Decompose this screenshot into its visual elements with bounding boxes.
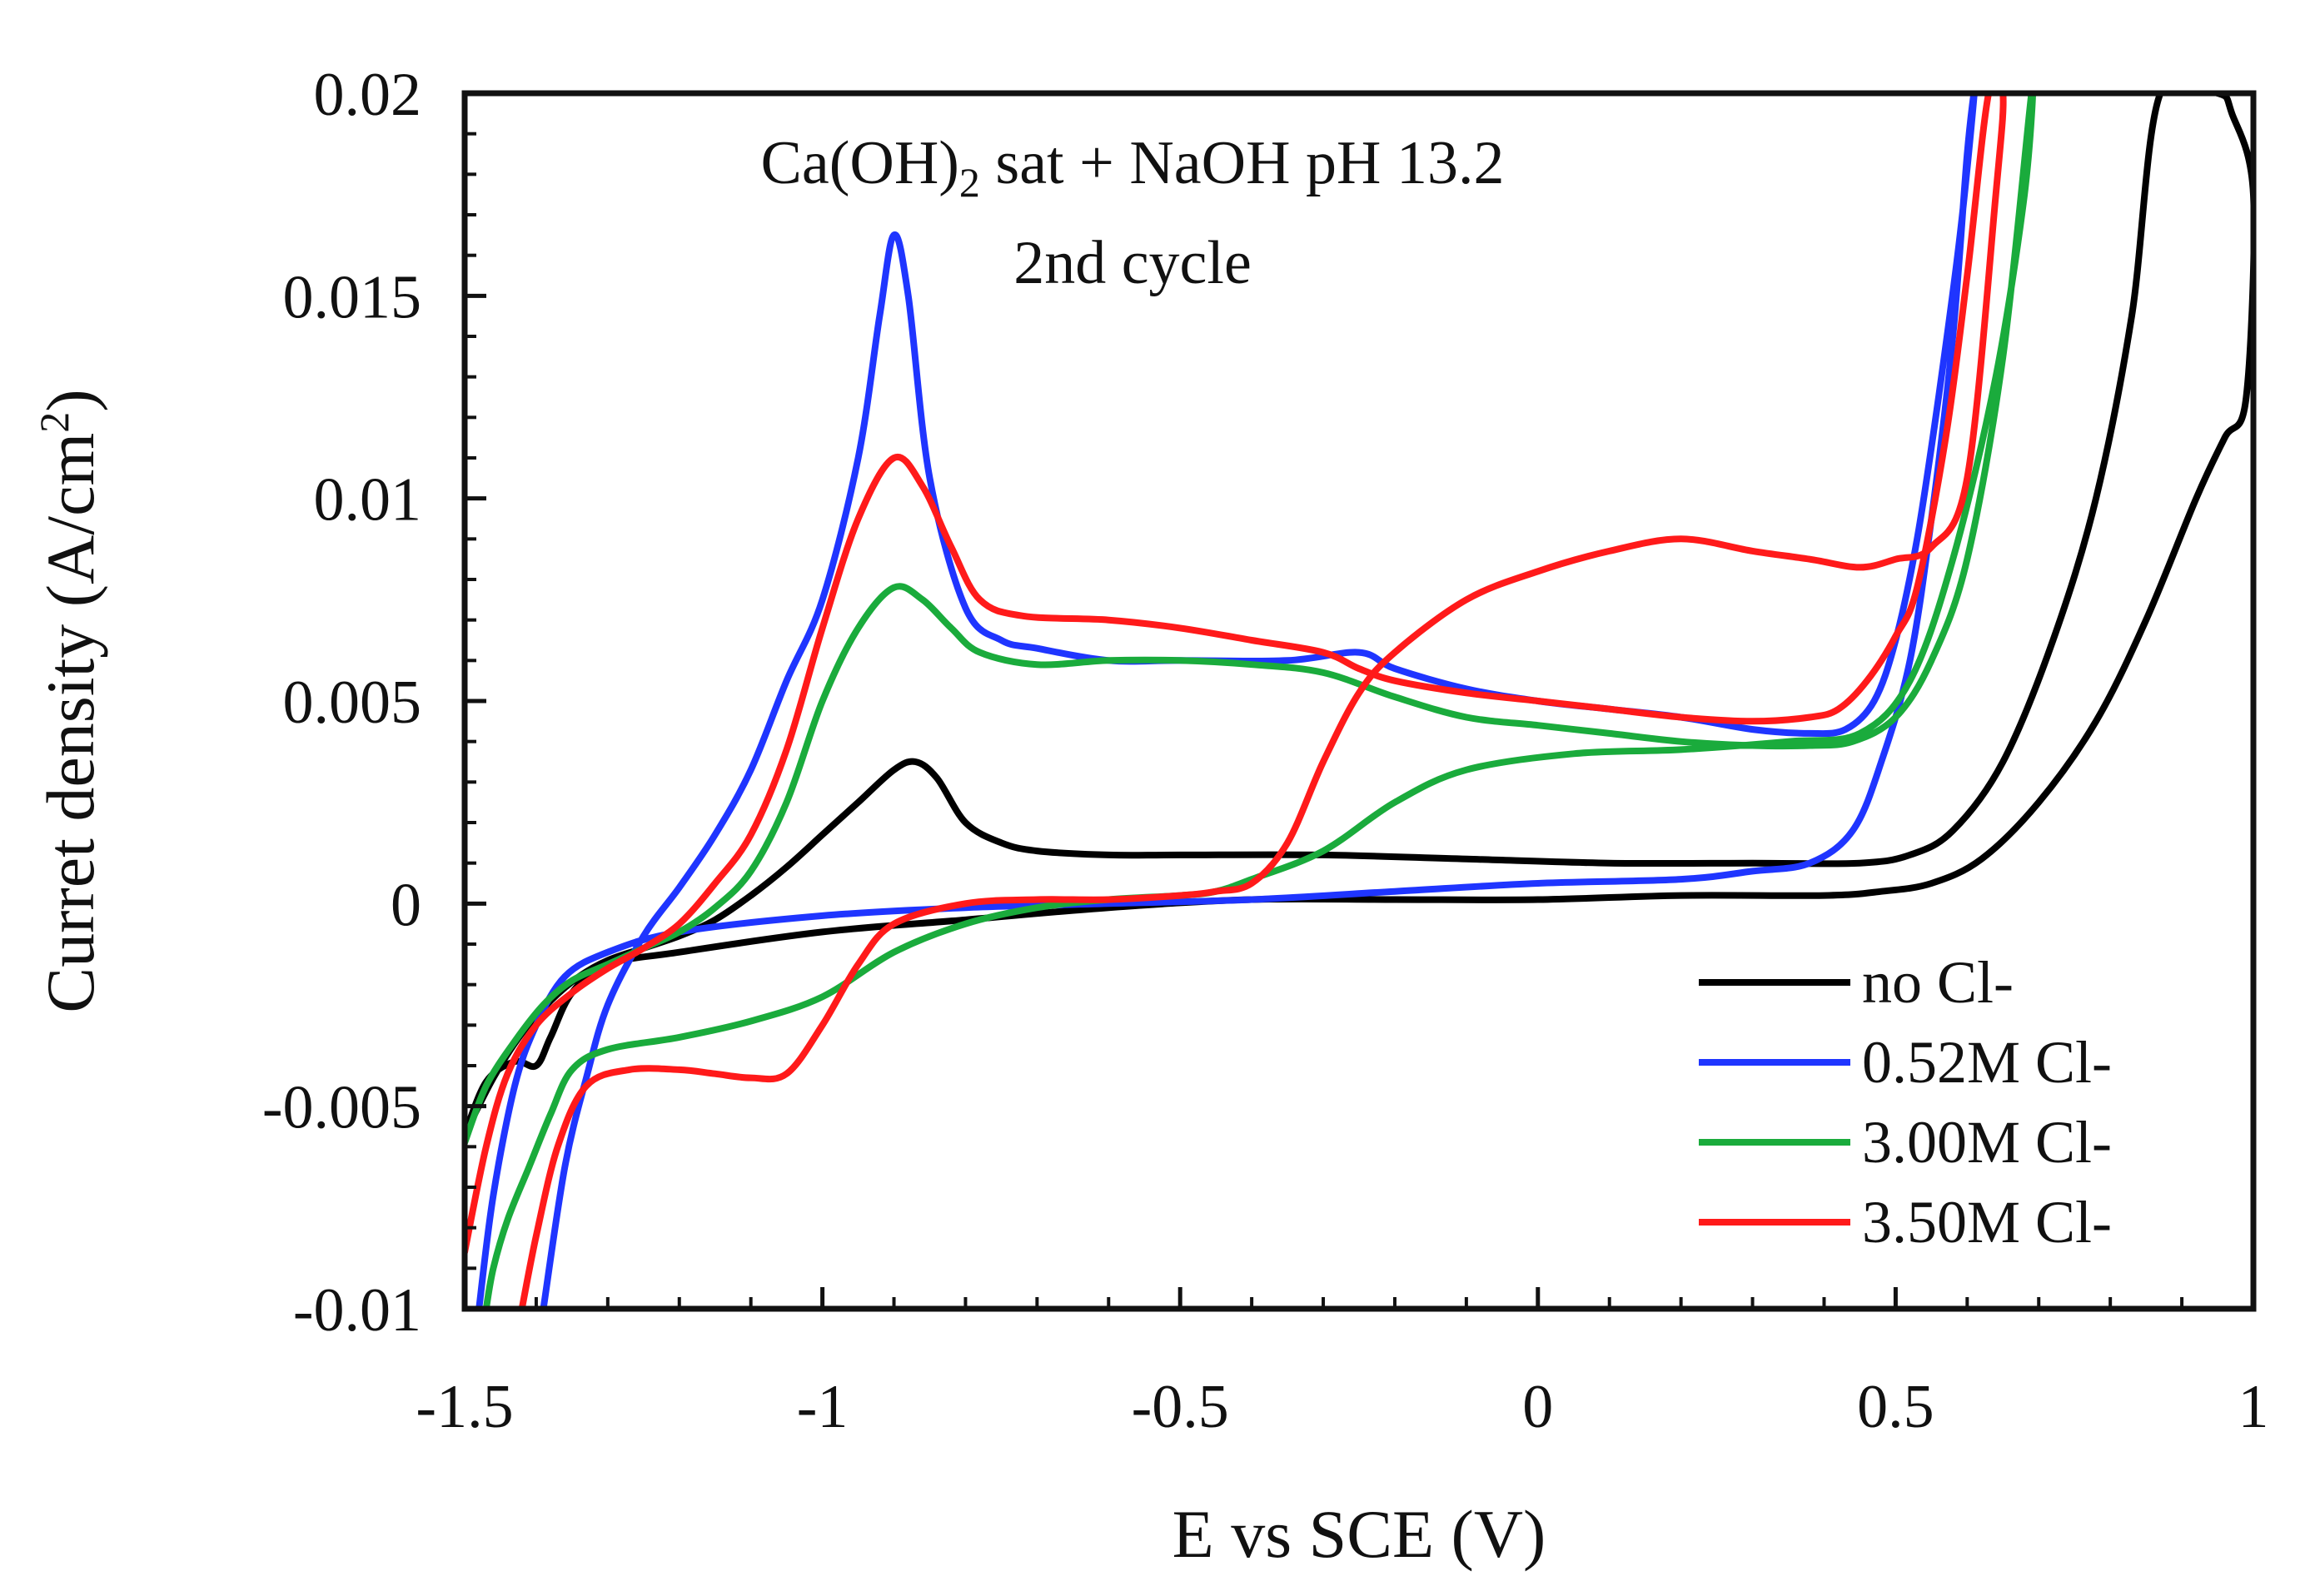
x-tick-label: -1 [797, 1373, 849, 1441]
series-line-1 [475, 93, 1978, 1309]
series-line-3 [465, 93, 2007, 1309]
x-tick-label: -1.5 [416, 1373, 513, 1441]
y-axis-ticks: -0.01 -0.005 0 0.005 0.01 0.015 0.02 [262, 61, 486, 1345]
y-tick-label: -0.005 [262, 1074, 421, 1142]
legend-label: 0.52M Cl- [1862, 1029, 2112, 1096]
y-tick-label: 0.01 [314, 466, 422, 534]
x-axis-ticks: -1.5 -1 -0.5 0 0.5 1 [416, 1287, 2269, 1441]
x-tick-label: 1 [2238, 1373, 2269, 1441]
series-layer [465, 93, 2253, 1309]
y-tick-label: -0.01 [293, 1276, 421, 1345]
legend-label: 3.00M Cl- [1862, 1109, 2112, 1176]
x-axis-label: E vs SCE (V) [1172, 1496, 1546, 1572]
y-tick-label: 0 [391, 871, 421, 939]
x-tick-label: 0.5 [1857, 1373, 1934, 1441]
y-tick-label: 0.005 [283, 669, 422, 737]
annotation-line2: 2nd cycle [1013, 229, 1252, 297]
legend: no Cl- 0.52M Cl- 3.00M Cl- 3.50M Cl- [1699, 949, 2112, 1255]
y-axis-label: Curret density (A/cm2) [31, 389, 108, 1012]
y-tick-label: 0.015 [283, 263, 422, 331]
annotation-line1: Ca(OH)2 sat + NaOH pH 13.2 [761, 129, 1505, 206]
x-tick-label: -0.5 [1132, 1373, 1229, 1441]
series-line-2 [465, 93, 2037, 1309]
y-tick-label: 0.02 [314, 61, 422, 129]
x-tick-label: 0 [1522, 1373, 1553, 1441]
legend-label: 3.50M Cl- [1862, 1189, 2112, 1255]
legend-label: no Cl- [1862, 949, 2014, 1016]
